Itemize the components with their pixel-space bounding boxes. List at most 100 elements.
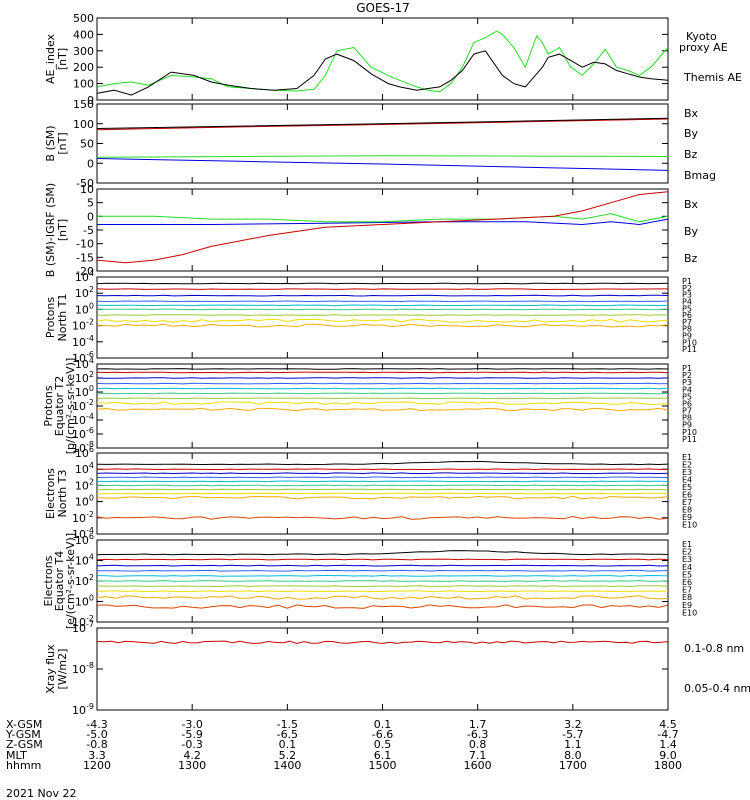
channel-line <box>96 382 669 385</box>
ephemeris-value: 3.3 <box>88 749 106 762</box>
ephemeris-value: 1300 <box>178 759 206 772</box>
channel-line <box>96 492 669 495</box>
legend-entry: Kyoto <box>686 30 717 43</box>
series-line <box>96 118 669 131</box>
legend-entry: Themis AE <box>683 71 742 84</box>
ephemeris-row-label: MLT <box>6 749 27 762</box>
channel-line <box>96 585 669 588</box>
y-axis-label: [nT] <box>56 48 69 70</box>
legend-entry: P6 <box>682 399 692 408</box>
legend-entry: P7 <box>682 407 692 416</box>
y-tick-label: 10-8 <box>72 661 94 676</box>
legend-entry: P4 <box>682 297 692 306</box>
y-axis-label: B (SM) <box>44 125 57 161</box>
legend-entry: P2 <box>682 284 692 293</box>
legend-entry: Bx <box>684 198 699 211</box>
y-tick-label: 106 <box>75 445 94 460</box>
channel-line <box>96 460 669 466</box>
series-line <box>97 218 669 226</box>
channel-line <box>96 558 669 561</box>
legend-entry: E10 <box>682 608 697 617</box>
y-axis-label: AE_index <box>44 33 57 84</box>
channel-line <box>96 368 669 370</box>
channel-line <box>96 476 669 479</box>
legend-entry: E6 <box>682 578 692 587</box>
y-axis-label: Electrons <box>44 468 57 519</box>
legend-entry: E2 <box>682 548 692 557</box>
channel-line <box>96 401 669 405</box>
channel-line <box>96 480 669 483</box>
legend-entry: P6 <box>682 311 692 320</box>
legend-entry: Bx <box>684 107 699 120</box>
legend-entry: P1 <box>682 364 692 373</box>
channel-line <box>96 397 669 400</box>
ephemeris-value: 1400 <box>273 759 301 772</box>
y-tick-label: 100 <box>73 78 94 91</box>
legend-entry: P8 <box>682 414 692 423</box>
y-tick-label: 10-6 <box>72 350 94 365</box>
legend-entry: Bz <box>684 252 698 265</box>
y-tick-label: 102 <box>75 370 94 385</box>
legend-entry: P3 <box>682 378 692 387</box>
series-line <box>96 191 669 264</box>
ephemeris-value: 7.1 <box>469 749 487 762</box>
y-tick-label: 104 <box>75 461 94 476</box>
ephemeris-value: -5.0 <box>86 728 107 741</box>
legend-entry: P9 <box>682 332 692 341</box>
ephemeris-value: 1.1 <box>564 738 582 751</box>
ephemeris-value: -6.6 <box>372 728 393 741</box>
panel-frame <box>96 103 669 184</box>
channel-line <box>96 407 669 412</box>
channel-line <box>96 484 669 487</box>
channel-line <box>96 564 669 567</box>
channel-line <box>96 515 669 520</box>
legend-entry: P1 <box>682 277 692 286</box>
legend-entry: E3 <box>682 468 692 477</box>
series-line <box>96 640 669 645</box>
y-tick-label: 10 <box>80 183 94 196</box>
ephemeris-value: 1500 <box>369 759 397 772</box>
legend-entry: E6 <box>682 491 692 500</box>
legend-entry: E5 <box>682 483 692 492</box>
channel-line <box>96 495 669 500</box>
y-tick-label: 100 <box>75 494 94 509</box>
ephemeris-value: 0.5 <box>374 738 392 751</box>
legend-entry: E7 <box>682 498 692 507</box>
legend-entry: By <box>684 127 699 140</box>
ephemeris-value: -0.3 <box>181 738 202 751</box>
channel-line <box>96 604 669 609</box>
channel-line <box>96 318 669 323</box>
series-line <box>96 155 669 158</box>
series-line <box>96 158 669 171</box>
ephemeris-value: 4.5 <box>659 718 677 731</box>
legend-entry: 0.1-0.8 nm <box>684 642 744 655</box>
channel-line <box>97 590 669 593</box>
legend-entry: E8 <box>682 506 692 515</box>
channel-line <box>96 282 669 285</box>
panel-frame <box>96 627 669 711</box>
panel-8: 10-7 10-8 10-9 Xray flux [W/m2] 0.1-0.8 nm 0.0… <box>44 620 750 717</box>
ephemeris-row-label: hhmm <box>6 759 41 772</box>
y-tick-label: 10-2 <box>72 318 94 333</box>
legend-entry: E10 <box>682 521 697 530</box>
ephemeris-value: -6.3 <box>467 728 488 741</box>
y-tick-label: 102 <box>75 477 94 492</box>
y-tick-label: 0 <box>87 210 94 223</box>
legend-entry: E4 <box>682 563 692 572</box>
y-tick-label: 300 <box>73 45 94 58</box>
y-axis-label: B (SM)-IGRF (SM) <box>44 183 57 277</box>
channel-line <box>96 294 669 297</box>
legend-entry: P9 <box>682 421 692 430</box>
channel-line <box>96 323 669 328</box>
ephemeris-value: -5.7 <box>562 728 583 741</box>
y-axis-label: [nT] <box>56 219 69 241</box>
channel-line <box>96 595 669 600</box>
ephemeris-value: 1600 <box>464 759 492 772</box>
y-tick-label: 10-2 <box>72 510 94 525</box>
ephemeris-value: -1.5 <box>277 718 298 731</box>
y-axis-label: Equator T4 <box>53 551 66 611</box>
channel-line <box>96 387 669 390</box>
